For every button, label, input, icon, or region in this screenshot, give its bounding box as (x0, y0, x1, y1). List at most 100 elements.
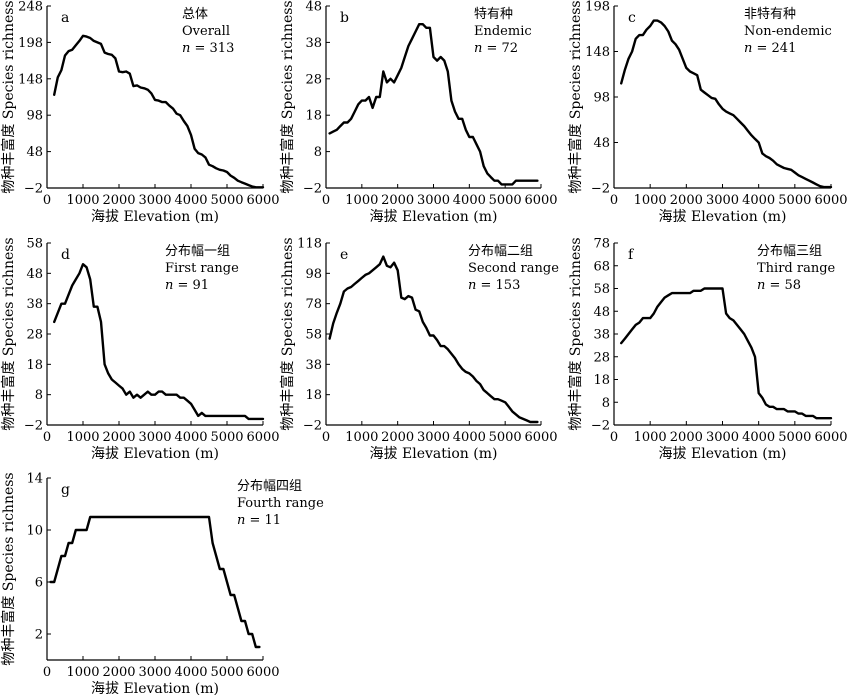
y-tick-label: 6 (35, 576, 43, 591)
y-tick-label: −2 (303, 182, 322, 197)
y-axis-title: 物种丰富度 Species richness (567, 0, 584, 193)
panel-title-zh: 分布幅三组 (757, 244, 822, 259)
x-tick-label: 4000 (742, 430, 775, 445)
x-tick-label: 5000 (210, 430, 243, 445)
panel-letter: b (340, 10, 349, 26)
x-tick-label: 4000 (453, 193, 486, 208)
y-tick-label: 198 (585, 0, 610, 15)
x-tick-label: 0 (43, 665, 51, 680)
y-tick-label: 8 (602, 396, 610, 411)
x-tick-label: 1000 (634, 430, 667, 445)
x-tick-label: 2000 (102, 665, 135, 680)
x-tick-label: 0 (610, 193, 618, 208)
y-tick-label: 38 (305, 358, 322, 373)
x-tick-label: 0 (43, 193, 51, 208)
x-tick-label: 2000 (670, 430, 703, 445)
richness-line (328, 23, 539, 186)
y-tick-label: 48 (593, 136, 610, 151)
y-tick-label: 10 (26, 524, 43, 539)
richness-line (49, 515, 261, 649)
y-tick-label: 38 (26, 297, 43, 312)
panel-title-zh: 总体 (182, 7, 208, 22)
y-tick-label: 58 (593, 282, 610, 297)
panel-letter: g (61, 482, 70, 498)
x-tick-label: 6000 (246, 430, 279, 445)
x-tick-label: 1000 (634, 193, 667, 208)
y-tick-label: 8 (35, 388, 43, 403)
y-tick-label: 2 (35, 628, 43, 643)
panel-title-en: Second range (468, 261, 559, 276)
x-tick-label: 4000 (453, 430, 486, 445)
panel-letter: e (340, 247, 348, 263)
x-tick-label: 4000 (174, 430, 207, 445)
richness-line (620, 287, 833, 420)
y-tick-label: 98 (593, 91, 610, 106)
y-axis-title: 物种丰富度 Species richness (0, 0, 17, 193)
y-tick-label: 18 (26, 358, 43, 373)
sample-size: n = 91 (165, 278, 209, 293)
x-tick-label: 2000 (381, 193, 414, 208)
x-tick-label: 3000 (706, 193, 739, 208)
sample-size: n = 58 (757, 278, 801, 293)
sample-size: n = 313 (182, 41, 234, 56)
x-axis-title: 海拔 Elevation (m) (91, 446, 219, 462)
y-tick-label: 148 (585, 45, 610, 60)
x-tick-label: 1000 (66, 430, 99, 445)
x-tick-label: 0 (322, 193, 330, 208)
y-tick-label: 48 (26, 267, 43, 282)
y-tick-label: 28 (305, 72, 322, 87)
y-tick-label: 28 (593, 350, 610, 365)
y-tick-label: 98 (26, 109, 43, 124)
panel-title-zh: 特有种 (474, 7, 513, 22)
richness-line (328, 255, 539, 424)
y-tick-label: 48 (305, 0, 322, 15)
panel-title-zh: 分布幅一组 (165, 244, 230, 259)
x-tick-label: 4000 (174, 665, 207, 680)
y-tick-label: 28 (26, 328, 43, 343)
x-tick-label: 1000 (66, 665, 99, 680)
y-tick-label: 148 (18, 72, 43, 87)
x-tick-label: 6000 (246, 665, 279, 680)
panel-e: 0 1000 2000 3000 4000 5000 6000 −2 18 38 58 78 98 118… (279, 237, 559, 463)
x-tick-label: 2000 (381, 430, 414, 445)
y-tick-label: 48 (26, 145, 43, 160)
x-tick-label: 0 (43, 430, 51, 445)
y-axis-title: 物种丰富度 Species richness (567, 237, 584, 430)
x-tick-label: 3000 (138, 430, 171, 445)
y-tick-label: 68 (593, 259, 610, 274)
x-tick-label: 4000 (174, 193, 207, 208)
panel-title-en: Non-endemic (744, 24, 832, 39)
y-tick-label: 78 (305, 297, 322, 312)
sample-size: n = 72 (474, 41, 518, 56)
y-axis-title: 物种丰富度 Species richness (0, 237, 17, 430)
x-tick-label: 1000 (345, 193, 378, 208)
x-tick-label: 5000 (778, 430, 811, 445)
x-axis-title: 海拔 Elevation (m) (370, 446, 498, 462)
x-axis-title: 海拔 Elevation (m) (370, 209, 498, 225)
panel-letter: f (628, 247, 635, 263)
x-tick-label: 5000 (489, 193, 522, 208)
y-axis-title: 物种丰富度 Species richness (279, 237, 296, 430)
x-tick-label: 6000 (814, 430, 847, 445)
x-tick-label: 3000 (706, 430, 739, 445)
y-tick-label: 198 (18, 36, 43, 51)
x-tick-label: 0 (322, 430, 330, 445)
y-tick-label: −2 (303, 419, 322, 434)
y-tick-label: 38 (593, 328, 610, 343)
x-tick-label: 5000 (210, 665, 243, 680)
sample-size: n = 153 (468, 278, 520, 293)
x-tick-label: 3000 (417, 430, 450, 445)
panel-letter: c (628, 10, 636, 26)
sample-size: n = 241 (744, 41, 796, 56)
richness-line (53, 263, 265, 421)
x-tick-label: 6000 (814, 193, 847, 208)
panel-b: 0 1000 2000 3000 4000 5000 6000 −2 8 18 28 38 48 海拔 E… (279, 0, 558, 225)
panel-g: 0 1000 2000 3000 4000 5000 6000 2 6 10 14 海拔 Elevat… (0, 472, 324, 695)
y-tick-label: −2 (591, 419, 610, 434)
x-tick-label: 3000 (138, 193, 171, 208)
panel-title-en: Fourth range (237, 496, 324, 511)
y-axis-title: 物种丰富度 Species richness (0, 472, 17, 665)
x-tick-label: 0 (610, 430, 618, 445)
panel-title-zh: 分布幅二组 (468, 244, 533, 259)
